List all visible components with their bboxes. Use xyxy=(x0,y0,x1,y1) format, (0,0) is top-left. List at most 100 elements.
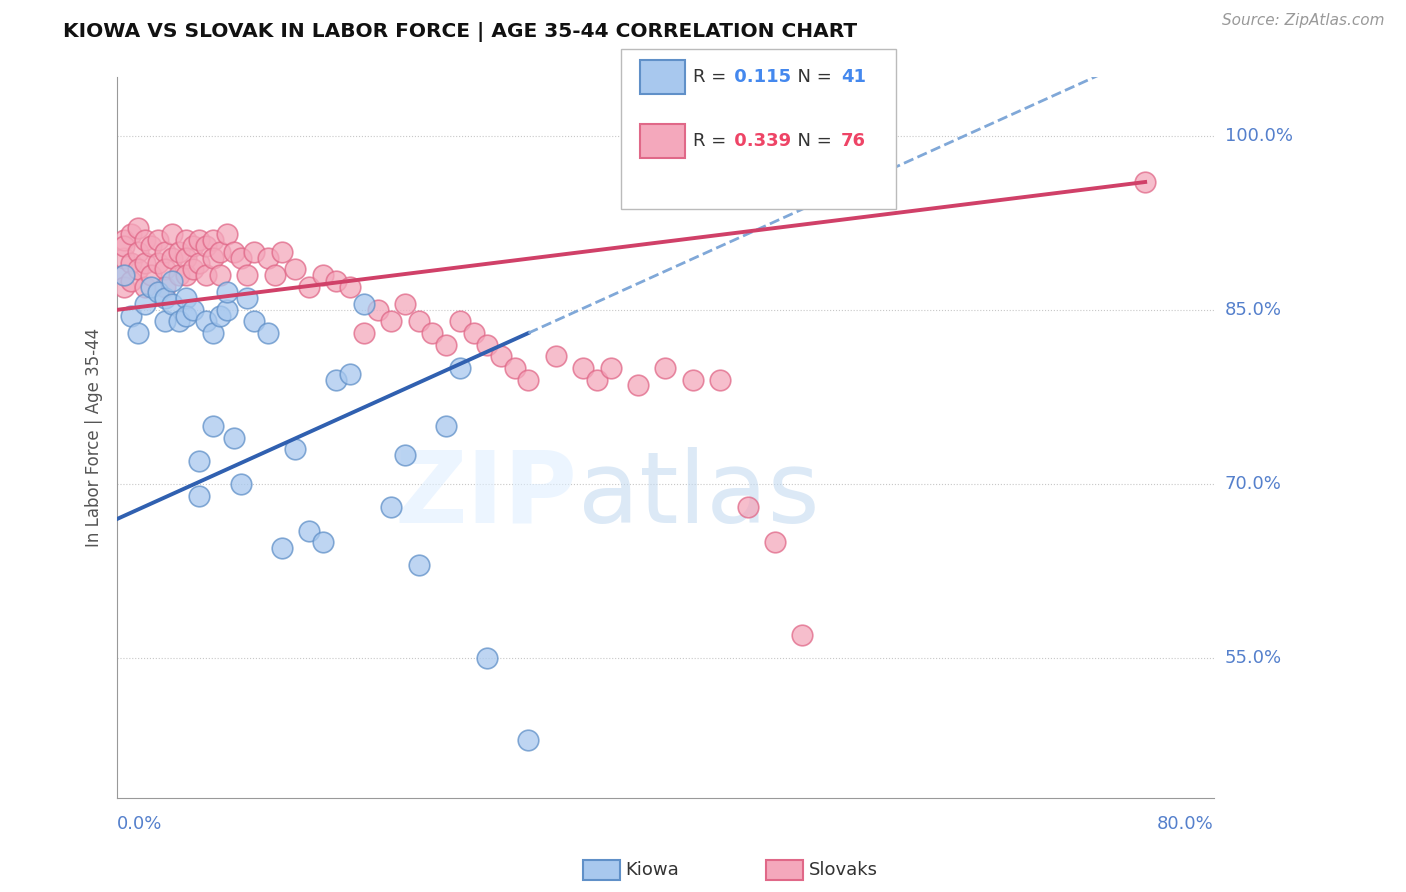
Point xyxy=(236,291,259,305)
Text: 0.339: 0.339 xyxy=(728,132,792,150)
Point xyxy=(270,244,292,259)
Text: 70.0%: 70.0% xyxy=(1225,475,1281,493)
Point xyxy=(449,360,471,375)
Point xyxy=(243,314,266,328)
Point xyxy=(215,227,238,242)
Point xyxy=(148,233,170,247)
Point xyxy=(202,419,225,434)
Point xyxy=(257,251,280,265)
Point xyxy=(1133,175,1156,189)
Point xyxy=(222,431,245,445)
Y-axis label: In Labor Force | Age 35-44: In Labor Force | Age 35-44 xyxy=(86,328,103,547)
Point xyxy=(709,372,731,386)
Point xyxy=(202,233,225,247)
Text: Kiowa: Kiowa xyxy=(626,861,679,879)
Point xyxy=(312,535,335,549)
Point xyxy=(208,309,231,323)
Point xyxy=(174,309,197,323)
Point xyxy=(127,326,149,340)
Point xyxy=(202,251,225,265)
Point xyxy=(380,314,402,328)
Text: 55.0%: 55.0% xyxy=(1225,649,1282,667)
Text: 0.0%: 0.0% xyxy=(117,815,163,833)
Point xyxy=(174,251,197,265)
Point xyxy=(270,541,292,555)
Point xyxy=(422,326,444,340)
Text: N =: N = xyxy=(786,132,838,150)
Point xyxy=(298,524,321,538)
Point xyxy=(257,326,280,340)
Point xyxy=(127,221,149,235)
Point xyxy=(408,314,430,328)
Point xyxy=(195,239,218,253)
Point xyxy=(127,262,149,277)
Text: 0.115: 0.115 xyxy=(728,68,792,86)
Point xyxy=(188,454,211,468)
Point xyxy=(463,326,485,340)
Point xyxy=(141,239,163,253)
Point xyxy=(654,360,676,375)
Point xyxy=(195,314,218,328)
Point xyxy=(394,297,416,311)
Point xyxy=(112,268,135,282)
Text: 76: 76 xyxy=(841,132,866,150)
Point xyxy=(215,302,238,317)
Point xyxy=(517,372,540,386)
Point xyxy=(160,297,183,311)
Point xyxy=(434,337,457,351)
Point xyxy=(353,326,375,340)
Point xyxy=(353,297,375,311)
Point xyxy=(120,309,142,323)
Point xyxy=(188,256,211,270)
Point xyxy=(167,244,190,259)
Text: 41: 41 xyxy=(841,68,866,86)
Point xyxy=(325,274,347,288)
Point xyxy=(181,262,204,277)
Text: N =: N = xyxy=(786,68,838,86)
Point xyxy=(160,227,183,242)
Point xyxy=(229,477,252,491)
Point xyxy=(763,535,786,549)
Point xyxy=(792,628,814,642)
Point xyxy=(195,268,218,282)
Point xyxy=(174,268,197,282)
Point xyxy=(153,314,176,328)
Point xyxy=(208,268,231,282)
Text: KIOWA VS SLOVAK IN LABOR FORCE | AGE 35-44 CORRELATION CHART: KIOWA VS SLOVAK IN LABOR FORCE | AGE 35-… xyxy=(63,22,858,42)
Point xyxy=(153,244,176,259)
Text: 85.0%: 85.0% xyxy=(1225,301,1282,318)
Point xyxy=(112,279,135,293)
Point xyxy=(284,262,307,277)
Point xyxy=(229,251,252,265)
Point xyxy=(160,274,183,288)
Text: Slovaks: Slovaks xyxy=(808,861,877,879)
Point xyxy=(298,279,321,293)
Point xyxy=(572,360,595,375)
Point xyxy=(599,360,621,375)
Point xyxy=(153,291,176,305)
Point xyxy=(134,256,156,270)
Point xyxy=(167,268,190,282)
Point xyxy=(682,372,704,386)
Point xyxy=(737,500,759,515)
Point xyxy=(517,732,540,747)
Point xyxy=(284,442,307,457)
Point xyxy=(477,337,499,351)
Text: 80.0%: 80.0% xyxy=(1157,815,1213,833)
Point xyxy=(188,489,211,503)
Point xyxy=(112,233,135,247)
Point xyxy=(188,233,211,247)
Text: R =: R = xyxy=(693,68,733,86)
Point xyxy=(160,251,183,265)
Point xyxy=(174,291,197,305)
Text: 100.0%: 100.0% xyxy=(1225,127,1292,145)
Point xyxy=(489,349,512,363)
Point xyxy=(477,651,499,665)
Text: atlas: atlas xyxy=(578,447,820,544)
Point xyxy=(148,285,170,300)
Point xyxy=(153,262,176,277)
Point xyxy=(380,500,402,515)
Point xyxy=(120,274,142,288)
Point xyxy=(134,297,156,311)
Point xyxy=(148,256,170,270)
